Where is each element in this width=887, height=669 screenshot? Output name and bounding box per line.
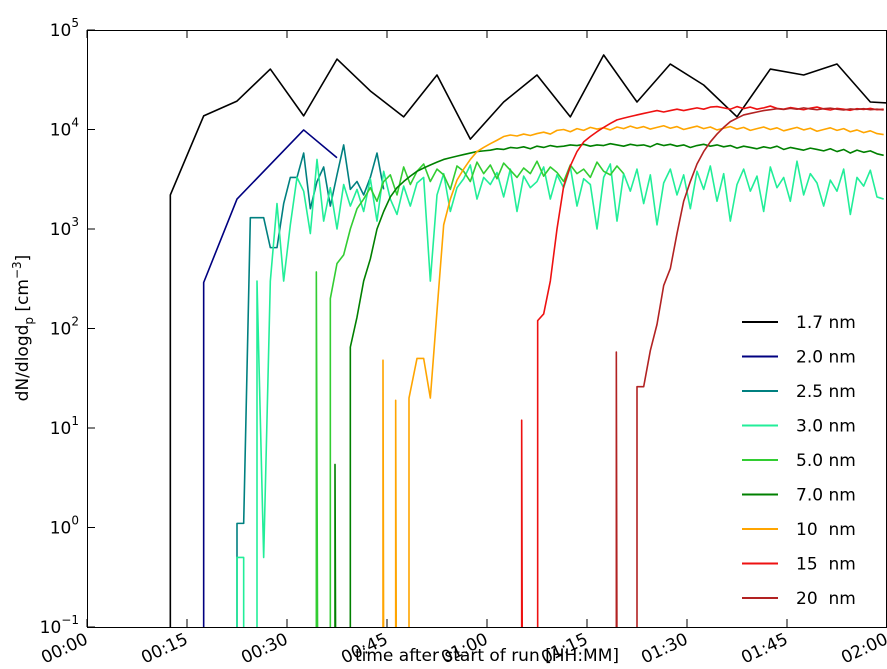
- y-label-unit: [cm: [13, 279, 33, 317]
- legend-label: 7.0 nm: [796, 486, 856, 506]
- y-tick-base: 10: [50, 21, 72, 41]
- x-tick-label: 02:00: [838, 629, 887, 668]
- x-tick-label: 00:30: [238, 629, 291, 668]
- y-tick-exponent: 3: [71, 215, 79, 229]
- x-tick-label: 00:15: [138, 629, 191, 668]
- y-tick-base: 10: [50, 220, 72, 240]
- legend-label: 5.0 nm: [796, 451, 856, 471]
- y-tick-label: 104: [50, 116, 79, 141]
- y-tick-base: 10: [50, 320, 72, 340]
- series-line: [315, 160, 625, 627]
- y-label-close: ]: [13, 255, 33, 262]
- x-tick-label: 01:45: [738, 629, 791, 668]
- y-tick-exponent: −1: [61, 613, 79, 627]
- y-label-text: dN/dlogd: [13, 325, 33, 402]
- y-tick-exponent: 1: [71, 414, 79, 428]
- y-tick-label: 103: [50, 215, 79, 240]
- plot-area: [169, 54, 887, 627]
- y-tick-exponent: 5: [71, 16, 79, 30]
- x-tick-label: 01:30: [638, 629, 691, 668]
- series-line: [169, 54, 887, 627]
- y-tick-base: 10: [50, 519, 72, 539]
- series-line: [382, 124, 884, 627]
- y-tick-label: 105: [50, 16, 79, 41]
- legend-label: 20 nm: [796, 589, 856, 609]
- legend-label: 1.7 nm: [796, 313, 856, 333]
- y-tick-base: 10: [40, 618, 62, 638]
- legend-label: 10 nm: [796, 520, 856, 540]
- y-label-sub: p: [22, 317, 36, 325]
- y-tick-label: 100: [50, 514, 79, 539]
- y-tick-base: 10: [50, 419, 72, 439]
- y-axis-label: dN/dlogdp [cm−3]: [10, 255, 36, 402]
- legend-label: 3.0 nm: [796, 417, 856, 437]
- legend-label: 2.5 nm: [796, 382, 856, 402]
- series-line: [334, 142, 884, 627]
- x-axis-label: time after start of run [HH:MM]: [355, 646, 619, 666]
- y-tick-base: 10: [50, 121, 72, 141]
- legend-label: 2.0 nm: [796, 348, 856, 368]
- series-line: [202, 129, 338, 627]
- y-label-sup: −3: [10, 261, 24, 279]
- y-tick-exponent: 2: [71, 315, 79, 329]
- y-tick-label: 101: [50, 414, 79, 439]
- legend-label: 15 nm: [796, 555, 856, 575]
- y-tick-exponent: 0: [71, 514, 79, 528]
- series-line: [615, 107, 884, 627]
- y-tick-label: 102: [50, 315, 79, 340]
- y-tick-label: 10−1: [40, 613, 79, 638]
- series-line: [236, 144, 385, 627]
- y-tick-exponent: 4: [71, 116, 79, 130]
- series-line: [236, 158, 884, 627]
